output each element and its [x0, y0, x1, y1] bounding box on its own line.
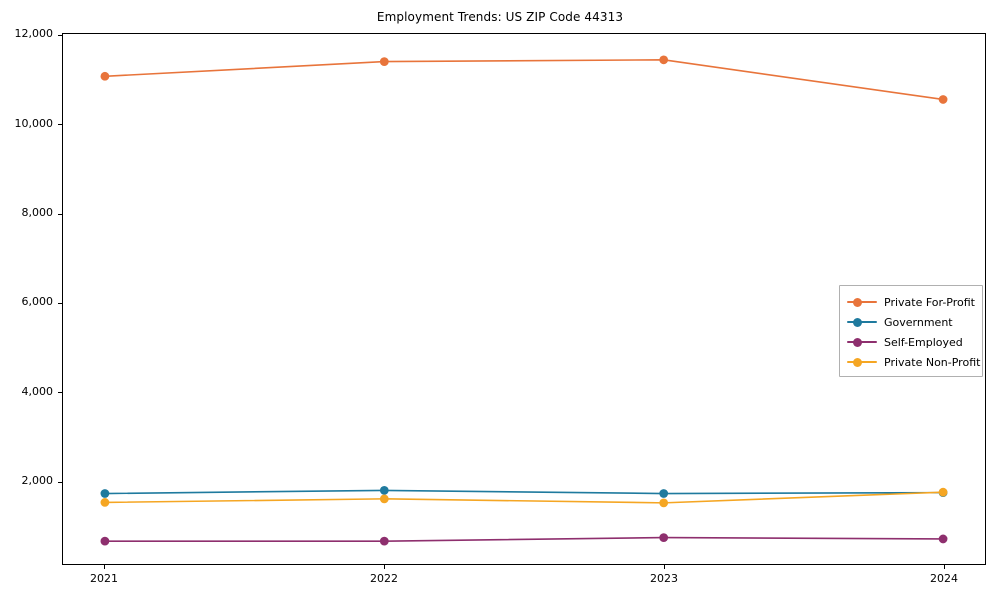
y-tick-label: 4,000: [21, 384, 54, 398]
x-tick-mark: [383, 565, 385, 569]
data-point: [659, 489, 669, 498]
legend-label: Government: [884, 315, 953, 329]
series-line: [104, 489, 944, 495]
data-point: [659, 533, 669, 542]
data-point: [379, 494, 389, 504]
data-point: [100, 489, 110, 498]
plot-area: [62, 33, 986, 565]
series-line: [104, 59, 944, 101]
y-tick-label: 6,000: [21, 295, 54, 309]
legend: Private For-Profit Government Self-Employe…: [839, 285, 983, 377]
y-tick-label: 12,000: [14, 27, 54, 41]
series-private-non-profit: [100, 487, 948, 508]
y-tick-mark: [58, 481, 62, 483]
series-self-employed: [100, 533, 948, 546]
legend-marker-icon: [847, 295, 877, 309]
legend-marker-icon: [847, 335, 877, 349]
y-tick-label: 10,000: [14, 116, 54, 130]
x-tick-mark: [663, 565, 665, 569]
data-point: [938, 487, 948, 497]
y-tick-label: 8,000: [21, 206, 54, 219]
page-title: Employment Trends: US ZIP Code 44313: [376, 10, 624, 24]
data-point: [100, 498, 110, 507]
x-tick-label: 2024: [930, 572, 958, 585]
series-private-for-profit: [100, 55, 948, 104]
data-point: [379, 536, 389, 546]
data-point: [100, 71, 110, 81]
y-tick-mark: [58, 392, 62, 394]
legend-label: Self-Employed: [884, 335, 963, 349]
legend-label: Private For-Profit: [884, 295, 975, 309]
x-tick-label: 2023: [650, 572, 678, 585]
series-canvas: [100, 55, 948, 546]
data-point: [100, 536, 110, 546]
legend-item-private-for-profit[interactable]: Private For-Profit: [847, 292, 975, 312]
x-tick-label: 2021: [90, 572, 118, 585]
legend-item-private-non-profit[interactable]: Private Non-Profit: [847, 352, 980, 372]
x-tick-mark: [943, 565, 945, 569]
legend-marker-icon: [847, 315, 877, 329]
series-line: [104, 536, 944, 542]
data-point: [379, 57, 389, 66]
data-point: [938, 95, 948, 104]
y-tick-mark: [58, 34, 62, 36]
y-tick-mark: [58, 302, 62, 304]
y-tick-mark: [58, 124, 62, 126]
legend-item-government[interactable]: Government: [847, 312, 974, 332]
data-point: [659, 55, 669, 65]
series-line: [104, 491, 944, 504]
legend-label: Private Non-Profit: [884, 355, 981, 369]
y-tick-mark: [58, 213, 62, 215]
x-tick-mark: [103, 565, 105, 569]
data-point: [938, 534, 948, 544]
data-point: [379, 486, 389, 495]
y-tick-label: 2,000: [21, 474, 54, 488]
x-tick-label: 2022: [370, 572, 398, 585]
legend-item-self-employed[interactable]: Self-Employed: [847, 332, 974, 352]
data-point: [659, 498, 669, 508]
legend-marker-icon: [847, 355, 877, 369]
